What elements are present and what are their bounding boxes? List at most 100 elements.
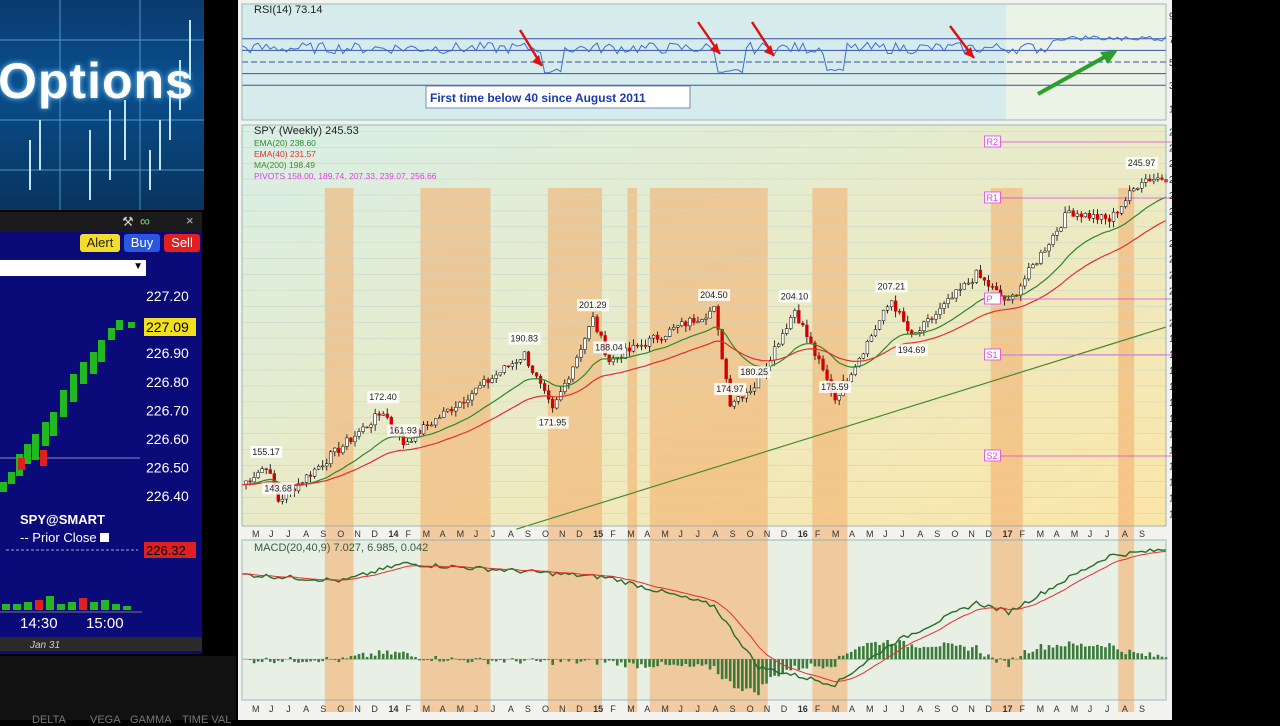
macd-histogram-bar (1007, 659, 1010, 667)
price-candle (1076, 214, 1079, 216)
price-tick: 226.80 (146, 374, 189, 390)
x-tick-label: N (354, 529, 361, 539)
macd-histogram-bar (410, 656, 413, 659)
price-candle (265, 469, 268, 470)
price-candle (967, 283, 970, 284)
macd-histogram-bar (878, 645, 881, 659)
x-tick-label: F (1020, 529, 1026, 539)
macd-histogram-bar (1136, 653, 1139, 659)
x-tick-label: N (764, 704, 771, 714)
macd-histogram-bar (1072, 644, 1075, 660)
price-candle (721, 329, 724, 359)
x-tick-label: J (695, 704, 700, 714)
price-label: 245.97 (1128, 158, 1156, 168)
price-candle (317, 466, 320, 469)
price-label: 204.50 (700, 290, 728, 300)
price-candle (789, 317, 792, 328)
tab-time-val[interactable]: TIME VAL (182, 714, 231, 726)
price-label: 194.69 (898, 345, 926, 355)
tab-gamma[interactable]: GAMMA (130, 714, 172, 726)
x-tick-label: D (371, 529, 378, 539)
rsi-title: RSI(14) 73.14 (254, 4, 322, 16)
macd-histogram-bar (713, 659, 716, 666)
x-tick-label: A (917, 704, 923, 714)
macd-histogram-bar (430, 659, 433, 661)
macd-histogram-bar (350, 656, 353, 659)
macd-histogram-bar (915, 647, 918, 659)
x-tick-label: J (1088, 529, 1093, 539)
price-candle (1084, 213, 1087, 217)
x-tick-label: M (866, 529, 874, 539)
price-candle (309, 475, 312, 476)
macd-histogram-bar (257, 659, 260, 661)
price-candle (495, 375, 498, 379)
mini-volume-bar (24, 602, 32, 610)
price-candle (584, 339, 587, 350)
price-label: 172.40 (369, 392, 397, 402)
x-tick-label: S (934, 529, 940, 539)
price-candle (346, 438, 349, 446)
macd-histogram-bar (519, 659, 522, 663)
mini-volume-bar (35, 600, 43, 610)
price-candle (1116, 212, 1119, 213)
shaded-zone (548, 188, 602, 712)
macd-histogram-bar (406, 653, 409, 659)
tab-delta[interactable]: DELTA (32, 714, 66, 726)
shaded-zone (650, 188, 768, 712)
macd-histogram-bar (636, 659, 639, 668)
x-tick-label: M (1071, 704, 1079, 714)
price-candle (878, 321, 881, 330)
price-candle (555, 400, 558, 408)
x-tick-label: F (1020, 704, 1026, 714)
price-candle (890, 301, 893, 307)
tab-vega[interactable]: VEGA (90, 714, 121, 726)
macd-histogram-bar (535, 659, 538, 661)
x-tick-label: J (286, 704, 291, 714)
price-candle (281, 499, 284, 501)
macd-histogram-bar (1084, 647, 1087, 660)
macd-histogram-bar (1023, 650, 1026, 659)
x-tick-label: 15 (593, 529, 603, 539)
macd-histogram-bar (793, 659, 796, 665)
legend-entry: MA(200) 198.49 (254, 160, 315, 170)
x-tick-label: A (849, 704, 855, 714)
macd-histogram-bar (838, 656, 841, 659)
macd-histogram-bar (511, 658, 514, 659)
price-candle (1096, 214, 1099, 219)
x-tick-label: M (423, 529, 431, 539)
macd-histogram-bar (939, 646, 942, 659)
macd-histogram-bar (1032, 652, 1035, 660)
macd-histogram-bar (781, 659, 784, 673)
price-candle (918, 331, 921, 333)
price-candle (1048, 245, 1051, 251)
price-candle (822, 359, 825, 370)
x-tick-label: J (883, 529, 888, 539)
price-candle (862, 354, 865, 358)
macd-histogram-bar (398, 653, 401, 660)
x-tick-label: A (440, 704, 446, 714)
macd-histogram-bar (705, 659, 708, 664)
macd-histogram-bar (451, 657, 454, 659)
price-candle (725, 359, 728, 379)
macd-histogram-bar (1044, 650, 1047, 660)
mini-volume-bar (68, 602, 76, 610)
price-candle (781, 333, 784, 344)
x-tick-label: F (406, 704, 412, 714)
macd-histogram-bar (426, 659, 429, 660)
x-tick-label: M (661, 529, 669, 539)
price-candle (906, 321, 909, 330)
checkbox-icon[interactable] (100, 533, 109, 542)
x-tick-label: A (303, 704, 309, 714)
macd-histogram-bar (1092, 646, 1095, 659)
price-tick: 226.60 (146, 431, 189, 447)
x-tick-label: A (917, 529, 923, 539)
time-label: 14:30 (20, 615, 58, 632)
macd-histogram-bar (963, 647, 966, 660)
macd-histogram-bar (765, 659, 768, 683)
macd-histogram-bar (309, 659, 312, 661)
price-candle (737, 397, 740, 402)
macd-histogram-bar (644, 659, 647, 668)
x-tick-label: A (1122, 704, 1128, 714)
macd-histogram-bar (338, 659, 341, 662)
price-candle (313, 469, 316, 476)
